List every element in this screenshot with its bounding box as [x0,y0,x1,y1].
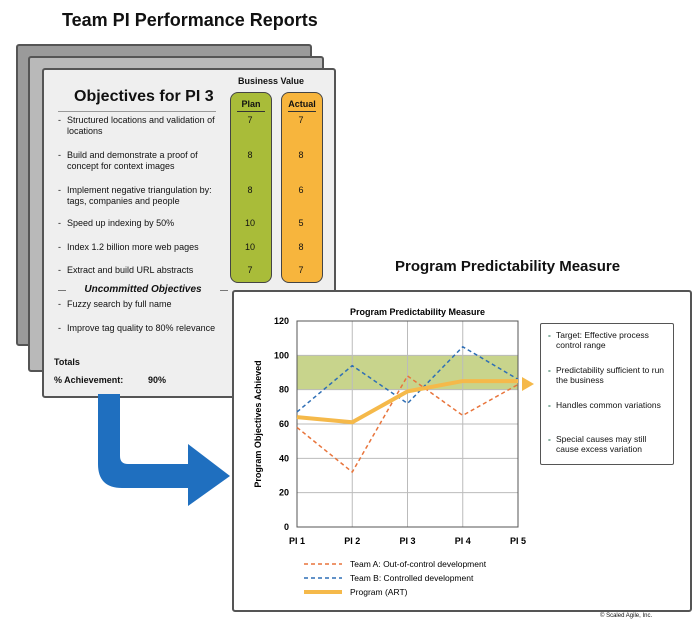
actual-value: 8 [298,242,304,252]
notes-panel [540,323,674,465]
bullet: - [548,365,551,375]
copyright: © Scaled Agile, Inc. [600,613,653,619]
y-tick-label: 60 [279,419,289,429]
legend-label: Program (ART) [350,587,408,597]
achievement-label: % Achievement: [54,375,124,385]
objective-text: Extract and build URL abstracts [67,265,194,275]
page-title: Team PI Performance Reports [62,10,318,30]
plan-column: Plan [230,92,272,283]
actual-column: Actual [281,92,323,283]
objective-item: - Index 1.2 billion more web pages [58,242,228,253]
title-divider [58,111,216,112]
bullet: - [58,242,61,252]
objective-item: - Implement negative triangulation by: t… [58,185,228,207]
y-tick-label: 0 [284,522,289,532]
y-tick-label: 100 [274,350,289,360]
y-tick-label: 80 [279,385,289,395]
y-axis-label: Program Objectives Achieved [253,360,263,487]
y-tick-label: 20 [279,488,289,498]
totals-label: Totals [54,357,80,367]
bullet: - [58,185,61,195]
note-item: - Special causes may still cause excess … [548,434,670,454]
plan-value: 8 [247,185,253,195]
actual-value: 7 [298,115,304,125]
objectives-title: Objectives for PI 3 [74,88,214,105]
y-tick-label: 120 [274,316,289,326]
plot-frame [296,320,519,528]
uncommitted-text: Improve tag quality to 80% relevance [67,323,216,333]
achievement-value: 90% [148,375,167,385]
actual-value: 7 [298,265,304,275]
note-text: Predictability sufficient to run the bus… [556,365,665,385]
bullet: - [58,265,61,275]
note-item: - Predictability sufficient to run the b… [548,365,670,385]
plan-value: 8 [247,150,253,160]
plan-value: 7 [247,265,253,275]
note-text: Special causes may still cause excess va… [556,434,647,454]
predictability-title: Program Predictability Measure [395,258,621,275]
objective-item: - Speed up indexing by 50% [58,218,228,229]
bullet: - [58,323,61,333]
x-tick-label: PI 2 [344,536,360,546]
actual-header: Actual [282,99,322,112]
chart-title: Program Predictability Measure [350,307,485,317]
plan-value: 10 [244,242,255,252]
bullet: - [548,434,551,444]
bullet: - [58,218,61,228]
plan-value: 10 [244,218,255,228]
uncommitted-item: - Improve tag quality to 80% relevance [58,323,228,334]
series-line [296,346,519,413]
y-tick-label: 40 [279,453,289,463]
objective-text: Speed up indexing by 50% [67,218,175,228]
objective-item: - Extract and build URL abstracts [58,265,228,276]
uncommitted-text: Fuzzy search by full name [67,299,172,309]
objective-text: Index 1.2 billion more web pages [67,242,199,252]
bullet: - [548,400,551,410]
pointer-arrow-icon [522,377,534,391]
note-text: Handles common variations [556,400,661,410]
actual-value: 8 [298,150,304,160]
note-text: Target: Effective process control range [556,330,649,350]
business-value-label: Business Value [238,76,305,86]
plan-value: 7 [247,115,253,125]
legend-label: Team B: Controlled development [350,573,474,583]
x-tick-label: PI 3 [399,536,415,546]
bullet: - [548,330,551,340]
note-item: - Target: Effective process control rang… [548,330,670,350]
objective-text: Implement negative triangulation by: tag… [67,185,212,206]
predictability-chart: 0 20 40 60 80 100 120 PI 1 PI 2 PI 3 PI 4 PI 5 Progr… [253,307,526,597]
plan-header: Plan [231,99,271,112]
actual-value: 5 [298,218,304,228]
uncommitted-item: - Fuzzy search by full name [58,299,228,310]
bullet: - [58,299,61,309]
objective-item: - Structured locations and validation of… [58,115,228,137]
objective-item: - Build and demonstrate a proof of conce… [58,150,228,172]
bullet: - [58,150,61,160]
x-tick-label: PI 5 [510,536,526,546]
uncommitted-title: Uncommitted Objectives [58,284,228,295]
legend-label: Team A: Out-of-control development [350,559,487,569]
bullet: - [58,115,61,125]
x-tick-label: PI 4 [455,536,471,546]
actual-value: 6 [298,185,304,195]
arrow-icon [98,394,230,506]
objective-text: Structured locations and validation of l… [67,115,215,136]
note-item: - Handles common variations [548,400,670,410]
objective-text: Build and demonstrate a proof of concept… [67,150,198,171]
x-tick-label: PI 1 [289,536,305,546]
